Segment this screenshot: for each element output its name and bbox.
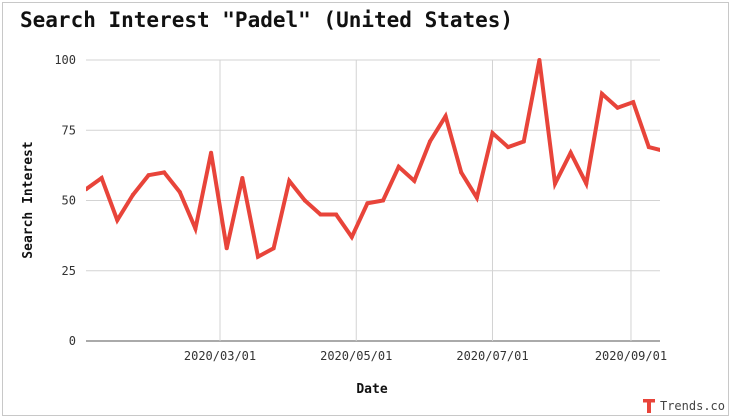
data-point [130, 192, 135, 197]
data-point [99, 176, 104, 181]
data-point [584, 181, 589, 186]
series-line [86, 59, 660, 260]
data-point [615, 105, 620, 110]
y-tick-label: 25 [62, 264, 76, 278]
data-point [599, 91, 604, 96]
data-point [224, 246, 229, 251]
chart-title: Search Interest "Padel" (United States) [20, 8, 514, 32]
x-tick-label: 2020/07/01 [456, 349, 528, 363]
data-point [365, 201, 370, 206]
x-axis-label: Date [356, 382, 387, 397]
data-point [255, 254, 260, 259]
x-tick-label: 2020/05/01 [320, 349, 392, 363]
x-tick-label: 2020/09/01 [595, 349, 667, 363]
brand-badge: Trends.co [642, 398, 725, 414]
data-point [506, 145, 511, 150]
data-point [427, 139, 432, 144]
data-point [459, 170, 464, 175]
x-tick-label: 2020/03/01 [184, 349, 256, 363]
y-tick-label: 0 [69, 334, 76, 348]
data-point [646, 145, 651, 150]
data-point [396, 164, 401, 169]
y-tick-label: 50 [62, 194, 76, 208]
data-point [209, 150, 214, 155]
data-point [177, 190, 182, 195]
data-point [162, 170, 167, 175]
trends-logo-icon [642, 399, 655, 413]
data-point [86, 187, 88, 192]
data-point [146, 173, 151, 178]
data-point [115, 218, 120, 223]
y-tick-label: 100 [54, 53, 76, 67]
data-point [193, 226, 198, 231]
data-point [240, 176, 245, 181]
data-point [287, 178, 292, 183]
data-point [271, 246, 276, 251]
y-tick-label: 75 [62, 123, 76, 137]
x-axis-ticks: 2020/03/01 2020/05/01 2020/07/01 2020/09/01 [184, 349, 667, 363]
data-point [537, 58, 542, 62]
data-point [490, 131, 495, 136]
data-point [521, 139, 526, 144]
data-point [381, 198, 386, 203]
data-point [412, 178, 417, 183]
brand-name: Trends.co [659, 399, 725, 413]
data-point [658, 147, 660, 152]
y-axis-label: Search Interest [21, 141, 36, 258]
data-point [631, 100, 636, 105]
data-point [568, 150, 573, 155]
data-point [443, 114, 448, 119]
series-layer [86, 58, 660, 260]
data-point [474, 195, 479, 200]
y-axis-ticks: 0 25 50 75 100 [54, 53, 76, 348]
data-point [334, 212, 339, 217]
data-point [349, 235, 354, 240]
data-point [553, 181, 558, 186]
data-point [302, 198, 307, 203]
data-point [318, 212, 323, 217]
